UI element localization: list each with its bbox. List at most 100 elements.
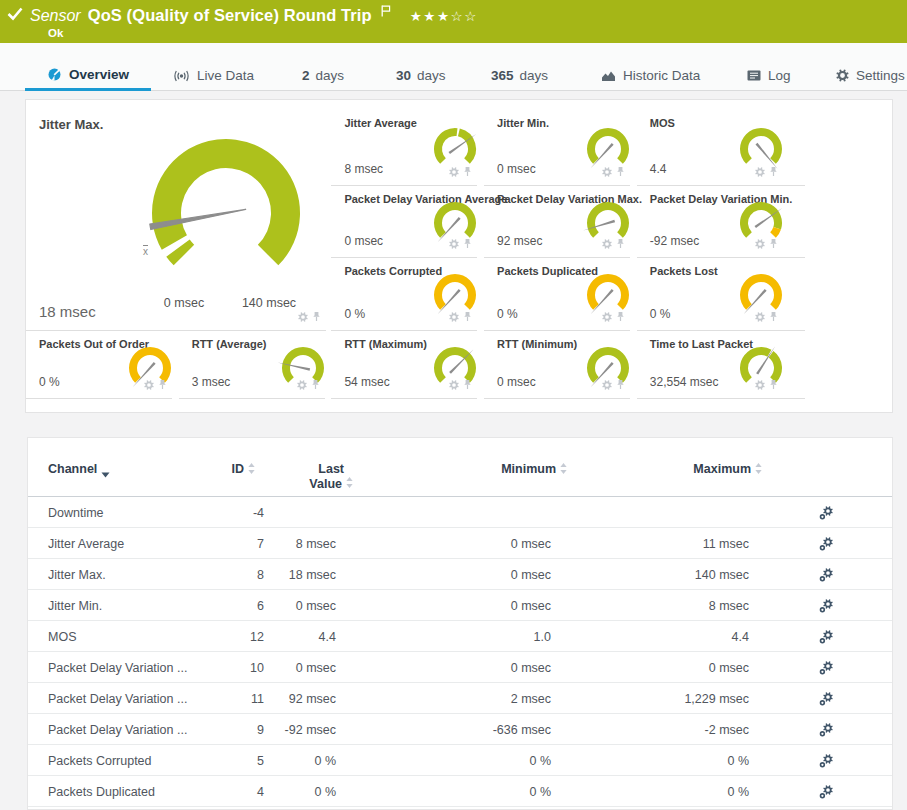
channel-settings-icon[interactable]: [819, 785, 834, 803]
gauge-settings-icon[interactable]: [449, 376, 459, 394]
pin-icon[interactable]: [311, 376, 320, 394]
cell-channel: Jitter Min.: [48, 599, 102, 613]
tab-2-days[interactable]: 2days: [302, 60, 344, 91]
pin-icon[interactable]: [769, 163, 778, 181]
tab-label: Settings: [856, 68, 905, 83]
channel-settings-icon[interactable]: [819, 630, 834, 648]
pin-icon[interactable]: [463, 376, 472, 394]
cell-minimum: -636 msec: [493, 723, 551, 737]
tab-overview[interactable]: Overview: [25, 60, 151, 91]
cell-maximum: 0 %: [727, 754, 749, 768]
gauge-settings-icon[interactable]: [449, 163, 459, 181]
pin-icon[interactable]: [312, 308, 321, 326]
channel-settings-icon[interactable]: [819, 599, 834, 617]
gauge-cell: Packets Lost0 %: [637, 258, 805, 331]
flag-icon[interactable]: [381, 3, 391, 21]
gauge-cell: Jitter Min.0 msec: [484, 110, 630, 186]
gauge-settings-icon[interactable]: [298, 308, 308, 326]
gauge-value: 0 msec: [497, 375, 536, 389]
cell-id: 11: [251, 692, 264, 706]
cell-channel: MOS: [48, 630, 76, 644]
gauge-settings-icon[interactable]: [602, 163, 612, 181]
sensor-title: QoS (Quality of Service) Round Trip: [88, 6, 372, 25]
pin-icon[interactable]: [616, 308, 625, 326]
table-row[interactable]: Jitter Average78 msec0 msec11 msec: [28, 528, 892, 559]
channel-settings-icon[interactable]: [819, 692, 834, 710]
cell-maximum: 8 msec: [709, 599, 749, 613]
channel-settings-icon[interactable]: [819, 661, 834, 679]
channel-settings-icon[interactable]: [819, 723, 834, 741]
pin-icon[interactable]: [769, 376, 778, 394]
cell-id: 10: [250, 661, 264, 675]
gauge-settings-icon[interactable]: [755, 308, 765, 326]
cell-channel: Packet Delay Variation ...: [48, 661, 187, 675]
gauge-settings-icon[interactable]: [602, 308, 612, 326]
gauge-settings-icon[interactable]: [449, 308, 459, 326]
table-row[interactable]: Packets Corrupted50 %0 %0 %: [28, 745, 892, 776]
priority-stars[interactable]: ★★★☆☆: [410, 8, 478, 24]
caret-down-icon: [101, 467, 110, 481]
pin-icon[interactable]: [463, 235, 472, 253]
table-row[interactable]: Packets Duplicated40 %0 %0 %: [28, 776, 892, 807]
tab-30-days[interactable]: 30days: [396, 60, 446, 91]
column-label: Last: [309, 462, 353, 477]
pin-icon[interactable]: [616, 163, 625, 181]
pin-icon[interactable]: [463, 308, 472, 326]
channel-settings-icon[interactable]: [819, 754, 834, 772]
channel-table-panel: Channel ID LastValue Minimum Maximum Downtim…: [27, 437, 893, 810]
cell-maximum: 0 %: [727, 785, 749, 799]
pin-icon[interactable]: [463, 163, 472, 181]
pin-icon[interactable]: [769, 235, 778, 253]
table-row[interactable]: Packet Delay Variation ...9-92 msec-636 …: [28, 714, 892, 745]
table-row[interactable]: MOS124.41.04.4: [28, 621, 892, 652]
cell-maximum: -2 msec: [705, 723, 749, 737]
cell-minimum: 0 msec: [511, 599, 551, 613]
column-header-maximum[interactable]: Maximum: [693, 462, 762, 477]
gauge-cell: Packets Out of Order0 %: [26, 331, 172, 399]
tab-settings[interactable]: Settings: [836, 60, 905, 91]
pin-icon[interactable]: [769, 308, 778, 326]
gauge-settings-icon[interactable]: [755, 163, 765, 181]
gauge-settings-icon[interactable]: [755, 235, 765, 253]
tab-365-days[interactable]: 365days: [491, 60, 548, 91]
tab-live-data[interactable]: Live Data: [173, 60, 254, 91]
cell-id: -4: [253, 506, 264, 520]
gauge-settings-icon[interactable]: [602, 235, 612, 253]
gauge-settings-icon[interactable]: [297, 376, 307, 394]
main-gauge: [141, 128, 311, 298]
column-header-channel[interactable]: Channel: [48, 462, 110, 481]
gauge-settings-icon[interactable]: [755, 376, 765, 394]
column-label: Channel: [48, 462, 97, 476]
gauge-settings-icon[interactable]: [449, 235, 459, 253]
gauge-title: MOS: [650, 117, 675, 129]
table-row[interactable]: Jitter Max.818 msec0 msec140 msec: [28, 559, 892, 590]
broadcast-icon: [173, 70, 190, 82]
sort-icon: [346, 477, 353, 491]
column-label: Minimum: [501, 462, 556, 476]
gauge-value: 0 msec: [344, 234, 383, 248]
column-header-minimum[interactable]: Minimum: [501, 462, 567, 477]
gauge-cell: Packet Delay Variation Max.92 msec: [484, 186, 630, 258]
gauge-settings-icon[interactable]: [602, 376, 612, 394]
pin-icon[interactable]: [616, 235, 625, 253]
table-row[interactable]: Downtime-4: [28, 497, 892, 528]
gauge-title: RTT (Average): [192, 338, 267, 350]
channel-settings-icon[interactable]: [819, 537, 834, 555]
table-row[interactable]: Packet Delay Variation ...100 msec0 msec…: [28, 652, 892, 683]
tab-log[interactable]: Log: [747, 60, 791, 91]
cell-maximum: 0 msec: [709, 661, 749, 675]
column-header-id[interactable]: ID: [232, 462, 256, 477]
table-row[interactable]: Packet Delay Variation ...1192 msec2 mse…: [28, 683, 892, 714]
column-header-last-value[interactable]: LastValue: [309, 462, 353, 492]
channel-settings-icon[interactable]: [819, 506, 834, 524]
cell-id: 6: [257, 599, 264, 613]
pin-icon[interactable]: [616, 376, 625, 394]
log-icon: [747, 70, 761, 81]
table-row[interactable]: Jitter Min.60 msec0 msec8 msec: [28, 590, 892, 621]
gauge-settings-icon[interactable]: [144, 376, 154, 394]
sort-icon: [560, 463, 567, 477]
pin-icon[interactable]: [158, 376, 167, 394]
cell-channel: Packet Delay Variation ...: [48, 692, 187, 706]
channel-settings-icon[interactable]: [819, 568, 834, 586]
tab-historic-data[interactable]: Historic Data: [601, 60, 700, 91]
